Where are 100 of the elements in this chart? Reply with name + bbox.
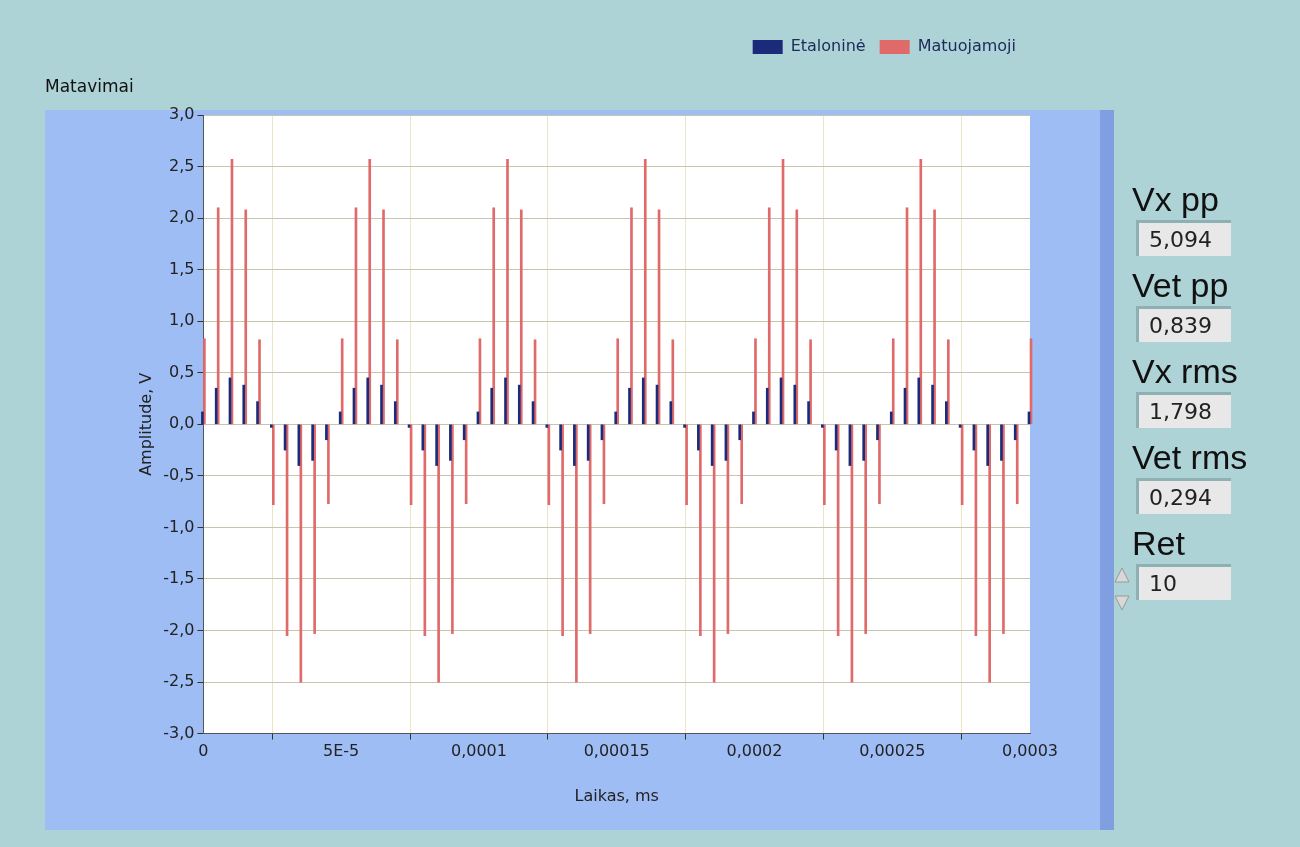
bar xyxy=(311,424,314,461)
bar xyxy=(752,411,755,425)
bar xyxy=(697,424,700,451)
bar xyxy=(451,424,454,634)
bar xyxy=(878,424,881,505)
bar xyxy=(492,207,496,425)
y-tick-label: -2,0 xyxy=(163,619,195,639)
bar xyxy=(395,339,399,425)
bar xyxy=(256,401,259,425)
bar xyxy=(685,424,688,506)
x-tick-label: 0,0002 xyxy=(726,741,783,761)
bar xyxy=(271,424,275,506)
chart-title: Matavimai xyxy=(45,76,134,96)
bar xyxy=(683,424,686,428)
y-axis-title: Amplitude, V xyxy=(135,372,155,476)
y-tick-label: 2,5 xyxy=(168,155,195,175)
bar xyxy=(327,424,330,505)
y-tick-label: -3,0 xyxy=(163,722,195,742)
bar xyxy=(765,387,769,425)
bar xyxy=(506,159,509,425)
bar xyxy=(437,424,440,683)
bar xyxy=(382,209,385,425)
bar xyxy=(313,424,316,634)
bar xyxy=(393,401,397,425)
bar xyxy=(519,209,523,425)
bar xyxy=(380,384,383,425)
bar xyxy=(561,424,564,636)
bar xyxy=(575,424,578,683)
text: Vx rms xyxy=(1132,352,1238,390)
bar xyxy=(325,424,328,441)
y-tick-label: 1,5 xyxy=(168,258,195,278)
bar xyxy=(933,209,936,425)
bar xyxy=(671,339,675,425)
legend-label: Etaloninė xyxy=(790,36,866,56)
bar xyxy=(435,424,438,466)
bar xyxy=(214,387,218,425)
y-tick-label: -1,0 xyxy=(163,516,195,536)
bar xyxy=(821,424,824,428)
bar xyxy=(559,424,562,451)
bar xyxy=(1000,424,1003,461)
y-tick-label: 2,0 xyxy=(168,207,195,227)
bar xyxy=(919,159,923,425)
text: Vx pp xyxy=(1132,180,1219,218)
text: Vet pp xyxy=(1132,266,1229,304)
legend-label: Matuojamoji xyxy=(917,36,1016,56)
bar xyxy=(876,424,879,441)
bar xyxy=(366,377,370,425)
bar xyxy=(809,339,812,425)
bar xyxy=(738,424,742,441)
bar xyxy=(340,338,344,425)
bar xyxy=(1002,424,1005,634)
bar xyxy=(699,424,702,636)
bar xyxy=(614,411,618,425)
bar xyxy=(545,424,549,428)
y-tick-label: -0,5 xyxy=(163,465,195,485)
x-tick-label: 0 xyxy=(198,741,209,761)
bar xyxy=(740,424,744,505)
bar xyxy=(242,384,246,425)
bar xyxy=(258,339,261,425)
y-tick-label: -2,5 xyxy=(163,671,195,691)
bar xyxy=(616,338,620,425)
bar xyxy=(931,384,934,425)
bar xyxy=(862,424,866,461)
text: Ret xyxy=(1132,524,1185,562)
bar xyxy=(945,401,948,425)
bar xyxy=(216,207,220,425)
bar xyxy=(891,338,895,425)
x-axis-title: Laikas, ms xyxy=(574,785,659,805)
bar xyxy=(988,424,991,683)
bar xyxy=(889,411,893,425)
y-tick-label: 0,5 xyxy=(168,361,195,381)
bar xyxy=(986,424,989,466)
bar xyxy=(1015,424,1019,505)
bar xyxy=(1013,424,1017,441)
x-tick-label: 0,00025 xyxy=(859,741,926,761)
text: Vet rms xyxy=(1132,438,1248,476)
bar xyxy=(669,401,673,425)
bar xyxy=(203,338,206,425)
bar xyxy=(947,339,950,425)
bar xyxy=(244,209,248,425)
bar xyxy=(547,424,551,506)
bar xyxy=(754,338,757,425)
x-tick-label: 0,0001 xyxy=(450,741,507,761)
bar xyxy=(643,159,647,425)
bar xyxy=(630,207,633,425)
x-tick-label: 5E-5 xyxy=(323,741,360,761)
bar xyxy=(864,424,868,634)
bar xyxy=(269,424,273,428)
bar xyxy=(504,377,507,425)
bar xyxy=(201,411,204,425)
bar xyxy=(641,377,645,425)
bar xyxy=(793,384,797,425)
bar xyxy=(823,424,826,506)
bar xyxy=(338,411,342,425)
bar xyxy=(449,424,452,461)
x-tick-label: 0,0003 xyxy=(1002,741,1058,761)
bar xyxy=(573,424,576,466)
bar xyxy=(490,387,494,425)
bar xyxy=(795,209,799,425)
y-tick-label: 1,0 xyxy=(168,310,195,330)
